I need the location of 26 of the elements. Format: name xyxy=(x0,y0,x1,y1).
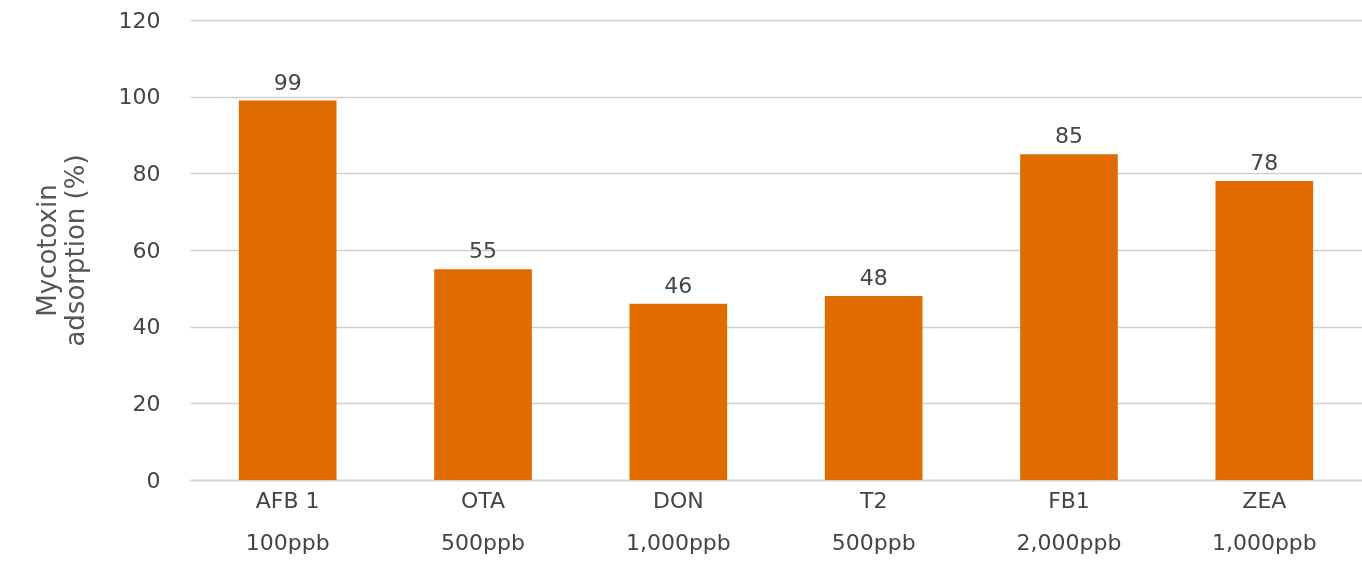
x-tick-label: T2 500ppb xyxy=(831,487,916,555)
bar xyxy=(238,100,337,480)
y-tick-label: 120 xyxy=(118,7,161,33)
data-label: 46 xyxy=(664,272,693,298)
data-label: 99 xyxy=(273,69,302,95)
bar xyxy=(629,303,728,480)
data-label: 78 xyxy=(1250,150,1279,175)
data-label: 55 xyxy=(469,238,497,264)
x-tick-label: FB1 2,000ppb xyxy=(1016,487,1122,555)
bar xyxy=(824,296,923,480)
y-tick-label: 40 xyxy=(132,314,161,340)
data-label: 48 xyxy=(859,265,888,290)
y-tick-label: 60 xyxy=(132,237,161,263)
bar xyxy=(434,269,532,480)
data-label: 85 xyxy=(1055,123,1083,149)
y-tick-label: 100 xyxy=(118,84,161,110)
y-tick-label: 20 xyxy=(132,390,161,416)
y-axis-title: Mycotoxin adsorption (%) xyxy=(31,154,90,347)
x-tick-label: OTA 500ppb xyxy=(441,487,525,555)
x-tick-label: AFB 1 100ppb xyxy=(245,487,330,555)
bar xyxy=(1215,181,1314,480)
bar xyxy=(1020,154,1118,480)
x-tick-label: ZEA 1,000ppb xyxy=(1211,487,1317,555)
y-tick-label: 0 xyxy=(146,467,161,493)
x-tick-label: DON 1,000ppb xyxy=(625,487,731,555)
y-tick-label: 80 xyxy=(132,160,161,186)
